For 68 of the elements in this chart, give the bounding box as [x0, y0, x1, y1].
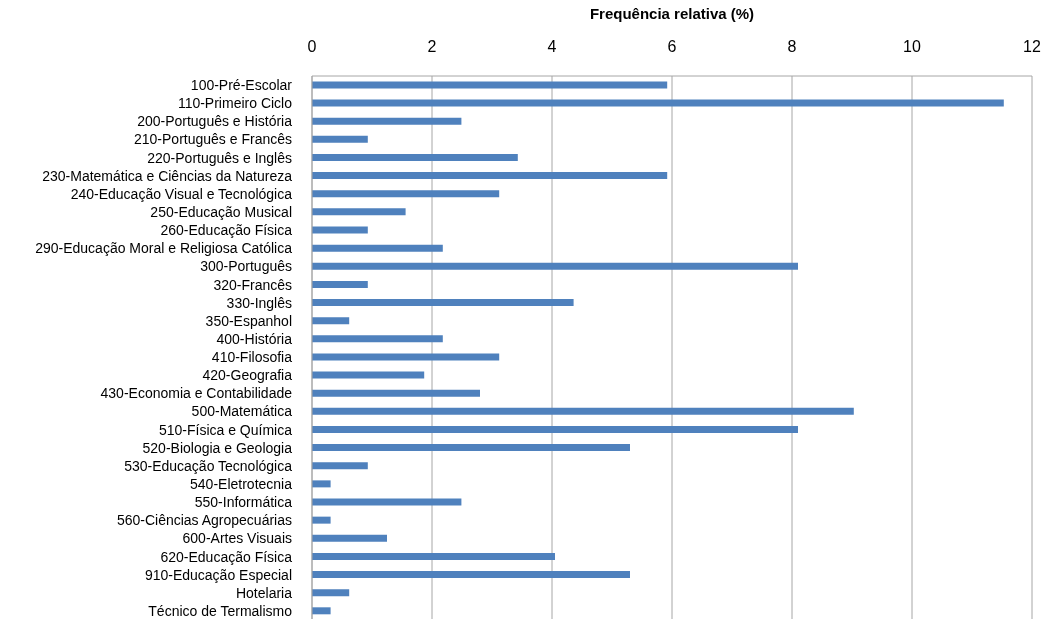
bar — [312, 172, 668, 180]
bar — [312, 552, 555, 560]
y-tick-label: 230-Matemática e Ciências da Natureza — [42, 167, 293, 184]
y-tick-label: 410-Filosofia — [211, 349, 293, 366]
y-tick-label: 210-Português e Francês — [134, 131, 292, 148]
y-tick-label: 550-Informática — [194, 494, 293, 511]
bar — [312, 389, 480, 397]
y-tick-label: 300-Português — [200, 258, 292, 275]
bar — [312, 317, 350, 325]
bar — [312, 462, 368, 470]
bar — [312, 498, 462, 506]
y-tick-label: 240-Educação Visual e Tecnológica — [70, 185, 293, 202]
x-axis-title: Frequência relativa (%) — [589, 4, 755, 22]
y-tick-label: 420-Geografia — [202, 367, 293, 384]
bar — [312, 262, 798, 270]
y-tick-label: 110-Primeiro Ciclo — [177, 95, 293, 112]
bar — [312, 444, 630, 452]
y-tick-label: 620-Educação Física — [160, 548, 293, 565]
bar — [312, 190, 500, 198]
y-tick-label: 250-Educação Musical — [150, 203, 292, 220]
y-tick-label: 100-Pré-Escolar — [190, 77, 293, 94]
y-tick-label: Hotelaria — [235, 584, 293, 601]
bar — [312, 353, 500, 361]
y-tick-label: 430-Economia e Contabilidade — [100, 385, 293, 402]
bar — [312, 480, 331, 488]
x-tick-label: 10 — [903, 38, 921, 55]
y-tick-label: 290-Educação Moral e Religiosa Católica — [35, 240, 293, 257]
y-tick-label: 540-Eletrotecnia — [190, 475, 293, 492]
y-tick-label: 260-Educação Física — [160, 222, 293, 239]
bar — [312, 117, 462, 125]
bar — [312, 299, 574, 307]
bar — [312, 607, 331, 615]
bar — [312, 208, 406, 216]
bar — [312, 335, 443, 343]
y-tick-label: 350-Espanhol — [205, 312, 292, 329]
y-tick-label: 200-Português e História — [137, 113, 293, 130]
bar — [312, 425, 798, 433]
y-tick-label: 560-Ciências Agropecuárias — [116, 512, 292, 529]
y-tick-label: 320-Francês — [213, 276, 292, 293]
x-tick-label: 2 — [427, 38, 437, 55]
bar — [312, 571, 630, 579]
x-tick-label: 0 — [307, 38, 317, 55]
bar — [312, 81, 668, 89]
y-tick-label: 510-Física e Química — [158, 421, 293, 438]
y-tick-label: 520-Biologia e Geologia — [142, 439, 293, 456]
bar — [312, 99, 1004, 107]
bar — [312, 244, 443, 252]
bar — [312, 135, 368, 143]
bar — [312, 589, 350, 597]
y-tick-label: 910-Educação Especial — [144, 566, 292, 583]
x-tick-label: 6 — [667, 38, 677, 55]
y-tick-label: 220-Português e Inglês — [147, 149, 292, 166]
bar — [312, 226, 368, 234]
bar — [312, 280, 368, 288]
x-tick-label: 4 — [547, 38, 557, 55]
bar — [312, 516, 331, 524]
x-tick-label: 12 — [1023, 38, 1041, 55]
y-tick-label: Técnico de Termalismo — [148, 602, 293, 619]
y-tick-label: 600-Artes Visuais — [182, 530, 292, 547]
y-tick-label: 400-História — [216, 330, 293, 347]
bar — [312, 153, 518, 161]
y-tick-label: 500-Matemática — [191, 403, 293, 420]
y-tick-label: 530-Educação Tecnológica — [124, 457, 293, 474]
bar — [312, 534, 387, 542]
y-tick-label: 330-Inglês — [226, 294, 292, 311]
bar — [312, 371, 425, 379]
x-tick-label: 8 — [787, 38, 797, 55]
bar — [312, 407, 854, 415]
